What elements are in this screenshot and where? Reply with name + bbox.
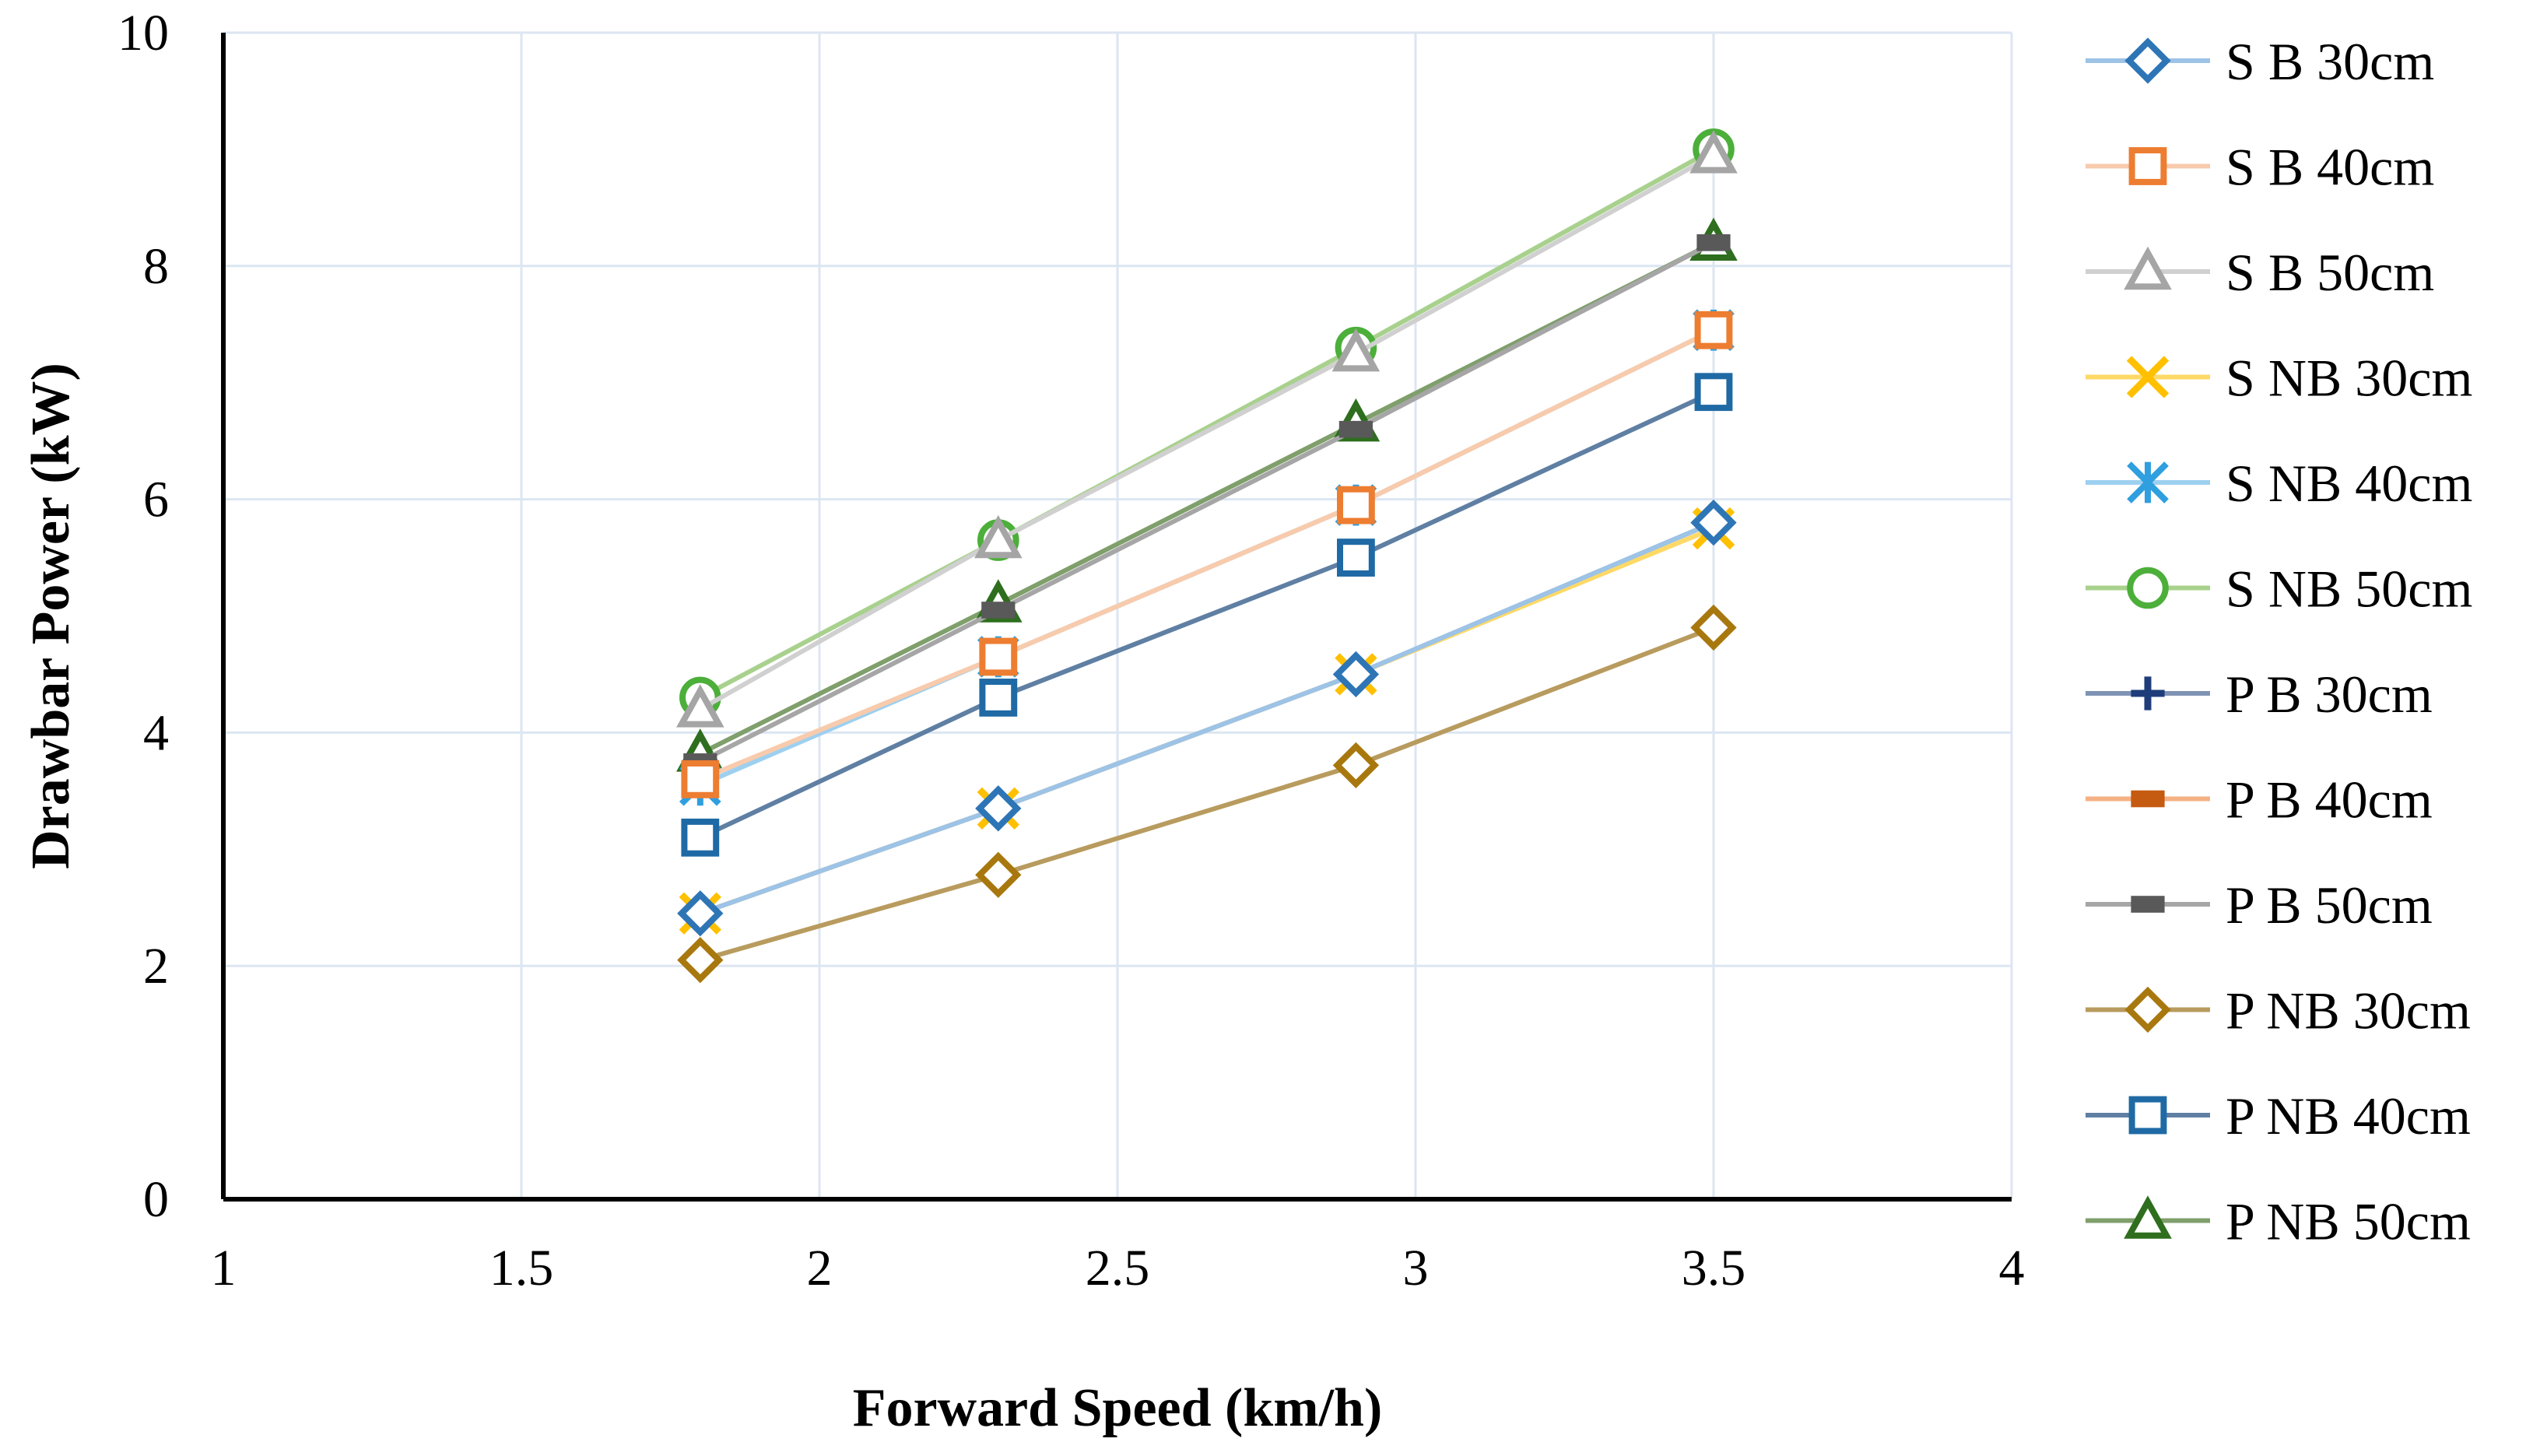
x-marker-stroke [2126,356,2170,398]
square-marker [681,760,720,798]
grid [223,31,2013,1199]
diamond-marker [677,890,724,937]
diamond-marker [2124,986,2171,1033]
legend-entry: P B 40cm [2086,770,2433,830]
square-marker [681,818,720,857]
x-tick-label: 2.5 [1086,1240,1150,1296]
series-p-b-50cm [683,234,1731,770]
dash-marker [2131,896,2165,913]
y-tick-label: 0 [143,1171,169,1228]
dash-marker [981,602,1016,619]
legend-label: P B 40cm [2226,770,2433,830]
legend-entry: S NB 30cm [2086,349,2472,408]
legend-entry: P NB 30cm [2086,981,2471,1040]
diamond-marker [975,851,1022,898]
square-marker [1694,310,1733,349]
legend-entry: S B 40cm [2086,138,2434,197]
diamond-marker [1332,651,1380,698]
legend-label: P NB 40cm [2226,1086,2471,1146]
legend-entry: S B 30cm [2086,32,2434,91]
series-line [699,328,1715,782]
series-p-nb-30cm [677,604,1737,984]
axes: 1 1.5 2 2.5 3 3.5 4 0 2 4 6 8 10 [118,5,2025,1296]
legend-entry: S NB 50cm [2086,560,2472,619]
legend-label: S NB 40cm [2226,454,2472,513]
series-line [699,520,1715,916]
square-marker [2128,1096,2167,1135]
legend-label: P NB 30cm [2226,981,2471,1040]
legend-label: S B 50cm [2226,243,2434,302]
legend-label: P B 50cm [2226,875,2433,935]
legend: S B 30cm S B 40cm S B 50cm S NB 30cm S NB 40… [2086,32,2472,1251]
x-tick-label: 4 [1999,1240,2025,1296]
triangle-marker [676,684,724,728]
y-axis-title: Drawbar Power (kW) [21,363,81,869]
circle-marker [2127,567,2169,609]
series-s-b-50cm [676,130,1738,728]
x-axis-title: Forward Speed (km/h) [853,1378,1383,1438]
series-s-b-30cm [677,499,1737,937]
series-p-nb-50cm [676,217,1738,772]
series-line [699,328,1715,782]
legend-entry: P B 50cm [2086,875,2433,935]
triangle-marker [2124,246,2172,290]
series-line [699,389,1715,840]
legend-entry: P NB 40cm [2086,1086,2471,1146]
legend-label: S B 40cm [2226,138,2434,197]
legend-entry: S NB 40cm [2086,454,2472,513]
series-line [699,153,1715,712]
series-line [699,240,1715,764]
square-marker [979,679,1018,717]
legend-label: S B 30cm [2226,32,2434,91]
y-tick-label: 4 [143,704,169,761]
series-line [699,625,1715,963]
series-p-b-40cm [683,321,1731,788]
diamond-marker [1690,499,1737,546]
legend-label: P NB 50cm [2226,1192,2471,1251]
y-tick-label: 10 [118,5,169,61]
series-s-b-40cm [681,310,1733,798]
square-marker [1337,486,1375,525]
triangle-marker [974,514,1023,559]
square-marker [979,637,1018,676]
series-line [699,240,1715,756]
x-tick-label: 1 [211,1240,237,1296]
series-p-nb-40cm [681,373,1733,857]
square-marker [1337,539,1375,577]
legend-entry: P NB 50cm [2086,1192,2471,1251]
triangle-marker [1689,130,1738,174]
legend-label: S NB 50cm [2226,560,2472,619]
legend-entry: P B 30cm [2086,665,2433,724]
y-tick-label: 6 [143,472,169,528]
triangle-marker [1331,328,1381,372]
x-tick-label: 3.5 [1682,1240,1746,1296]
x-tick-label: 2 [807,1240,833,1296]
y-tick-label: 8 [143,238,169,295]
dash-marker [1338,420,1373,438]
legend-entry: S B 50cm [2086,243,2434,302]
dash-marker [2131,790,2165,808]
square-marker [1694,373,1733,412]
series [676,128,1738,984]
x-tick-label: 1.5 [489,1240,554,1296]
legend-label: P B 30cm [2226,665,2433,724]
y-tick-label: 2 [143,938,169,995]
x-tick-label: 3 [1403,1240,1429,1296]
legend-label: S NB 30cm [2226,349,2472,408]
series-line [699,147,1715,700]
diamond-marker [1332,742,1380,789]
triangle-marker [2124,1195,2172,1239]
diamond-marker [677,937,724,984]
square-marker [2128,147,2167,185]
diamond-marker [2124,37,2171,84]
diamond-marker [1690,604,1737,651]
dash-marker [1696,234,1731,251]
diamond-marker [975,785,1022,832]
